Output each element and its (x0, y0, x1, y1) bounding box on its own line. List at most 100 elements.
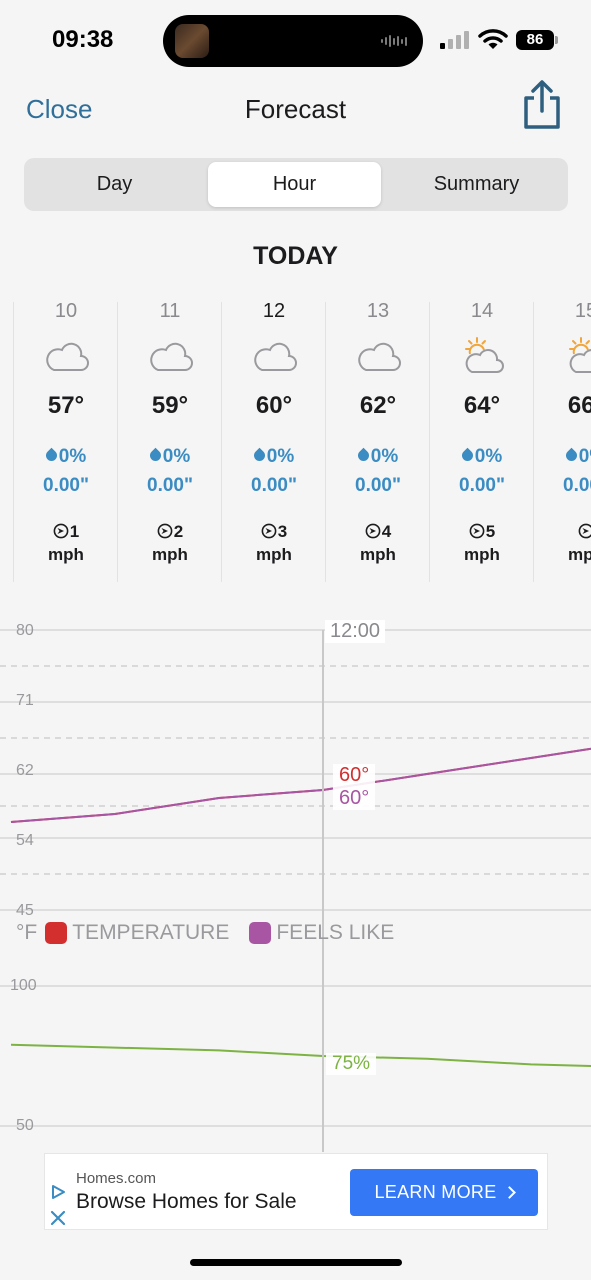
column-divider (117, 302, 118, 582)
close-button[interactable]: Close (26, 94, 93, 124)
column-divider (221, 302, 222, 582)
raindrop-icon (43, 447, 60, 464)
hour-label: 14 (470, 300, 494, 322)
temp-axis-tick: 71 (16, 692, 34, 709)
hour-column[interactable]: 11 59° 0% 0.00" 2 mph (118, 290, 222, 590)
hourly-forecast-strip[interactable]: 10 57° 0% 0.00" 1 mph 11 59° 0% 0.00" 2 mph 12 60° 0% 0… (0, 290, 591, 590)
learn-more-label: LEARN MORE (374, 1182, 497, 1202)
precip-chance: 0% (14, 446, 118, 468)
cloud-icon (356, 336, 402, 376)
charts-area[interactable] (0, 600, 591, 1152)
feels-like-tooltip: 60° (333, 787, 376, 810)
audio-waveform-icon (381, 34, 407, 48)
cloud-icon (148, 336, 194, 376)
now-playing-artwork (175, 24, 209, 58)
nav-bar: Close Forecast (0, 80, 591, 140)
hour-label: 12 (262, 300, 286, 322)
tab-hour[interactable]: Hour (208, 162, 381, 207)
precip-chance-value: 0% (474, 446, 503, 467)
dynamic-island[interactable] (163, 15, 423, 67)
chevron-right-icon (502, 1186, 516, 1199)
tab-summary[interactable]: Summary (433, 173, 520, 195)
tab-day[interactable]: Day (96, 173, 133, 195)
temp-axis-tick: 54 (16, 832, 34, 849)
precip-amount: 0.00" (355, 475, 401, 496)
battery-level: 86 (516, 30, 554, 50)
wind-direction-icon (578, 523, 591, 539)
ad-headline[interactable]: Browse Homes for Sale (76, 1190, 297, 1213)
hour-temperature: 59° (151, 392, 189, 419)
precip-amount: 0.00" (147, 475, 193, 496)
wind-speed: 4 (326, 522, 430, 542)
feels-like-line (10, 747, 591, 823)
hour-temperature: 60° (255, 392, 293, 419)
raindrop-icon (355, 447, 372, 464)
precip-chance: 0% (326, 446, 430, 468)
wind-direction-icon (469, 523, 485, 539)
hour-column[interactable]: 13 62° 0% 0.00" 4 mph (326, 290, 430, 590)
raindrop-icon (563, 447, 580, 464)
partly-sunny-icon (564, 336, 591, 376)
wind-speed-value: 2 (173, 522, 184, 541)
raindrop-icon (251, 447, 268, 464)
precip-amount: 0.00" (251, 475, 297, 496)
temperature-swatch (45, 922, 68, 944)
humidity-axis-tick: 50 (16, 1117, 34, 1134)
precip-chance-value: 0% (58, 446, 87, 467)
hour-column[interactable]: 15 66° 0% 0.00" mph (534, 290, 591, 590)
humidity-line (10, 1043, 591, 1068)
cursor-time-label: 12:00 (325, 620, 386, 643)
feels-like-swatch (249, 922, 272, 944)
hour-temperature: 62° (359, 392, 397, 419)
hour-temperature: 66° (567, 392, 591, 419)
ad-banner[interactable]: Homes.com Browse Homes for Sale LEARN MO… (44, 1153, 548, 1230)
unit-label: °F (16, 921, 38, 944)
wind-unit: mph (360, 545, 396, 564)
temperature-legend: °F TEMPERATURE FEELS LIKE (16, 920, 394, 946)
temperature-tooltip: 60° (333, 764, 376, 787)
precip-chance: 0% (118, 446, 222, 468)
precip-amount: 0.00" (459, 475, 505, 496)
legend-temperature: TEMPERATURE (72, 921, 230, 944)
temperature-line (10, 747, 591, 823)
wind-unit: mph (48, 545, 84, 564)
hour-column[interactable]: 12 60° 0% 0.00" 3 mph (222, 290, 326, 590)
hour-column[interactable]: 10 57° 0% 0.00" 1 mph (14, 290, 118, 590)
hour-label: 15 (574, 300, 591, 322)
hour-column[interactable]: 14 64° 0% 0.00" 5 mph (430, 290, 534, 590)
wind-speed-value: 5 (485, 522, 496, 541)
wind-speed-value: 3 (277, 522, 288, 541)
wind-unit: mph (568, 545, 591, 564)
wind-speed-value: 4 (381, 522, 392, 541)
precip-chance-value: 0% (266, 446, 295, 467)
wind-direction-icon (157, 523, 173, 539)
ad-choices-icon[interactable] (50, 1184, 66, 1200)
cellular-signal-icon (440, 31, 469, 49)
share-icon (524, 80, 560, 129)
raindrop-icon (147, 447, 164, 464)
precip-amount: 0.00" (43, 475, 89, 496)
wifi-icon (478, 29, 508, 49)
column-divider (533, 302, 534, 582)
wind-speed: 5 (430, 522, 534, 542)
cloud-icon (252, 336, 298, 376)
battery-indicator: 86 (516, 30, 558, 50)
temp-axis-tick: 62 (16, 762, 34, 779)
wind-unit: mph (464, 545, 500, 564)
precip-chance-value: 0% (370, 446, 399, 467)
wind-speed (534, 522, 591, 542)
hour-label: 11 (159, 300, 181, 322)
hour-temperature: 57° (47, 392, 85, 419)
temp-axis-tick: 80 (16, 622, 34, 639)
wind-direction-icon (365, 523, 381, 539)
home-indicator[interactable] (190, 1259, 402, 1266)
precip-amount: 0.00" (563, 475, 591, 496)
view-segmented-control: Day Hour Summary (24, 158, 568, 211)
ad-close-icon[interactable] (50, 1210, 66, 1226)
wind-direction-icon (53, 523, 69, 539)
learn-more-button[interactable]: LEARN MORE (350, 1169, 538, 1216)
share-button[interactable] (520, 80, 564, 130)
precip-chance: 0% (430, 446, 534, 468)
status-bar: 09:38 86 (0, 0, 591, 80)
wind-speed: 2 (118, 522, 222, 542)
